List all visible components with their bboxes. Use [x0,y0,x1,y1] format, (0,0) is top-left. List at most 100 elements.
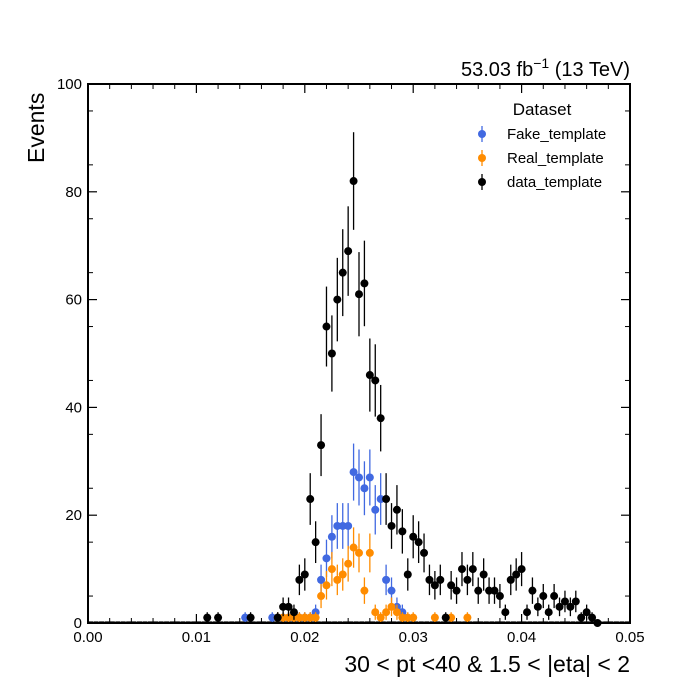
y-axis-title: Events [23,93,49,163]
data-point [555,602,564,611]
data-point [382,575,391,584]
y-tick-label: 20 [65,507,82,524]
data-point [349,543,358,552]
data-point [306,495,315,504]
data-point [463,575,472,584]
data-point [333,575,342,584]
data-point [311,613,320,622]
data-point [349,177,358,186]
y-tick-label: 0 [74,615,82,632]
legend-label: data_template [507,174,602,191]
data-point [544,608,553,617]
lumi-label: 53.03 fb−1 (13 TeV) [461,55,630,81]
data-point [284,602,293,611]
data-point [571,597,580,606]
legend-marker [478,154,486,162]
data-point [344,521,353,530]
data-point [387,586,396,595]
data-point [430,581,439,590]
data-point [322,322,331,331]
legend-marker [478,130,486,138]
data-point [311,538,320,547]
data-point [360,586,369,595]
data-point [327,565,336,574]
x-tick-label: 0.05 [615,629,644,646]
data-point [322,581,331,590]
data-point [295,575,304,584]
legend-entry: data_template [478,174,602,191]
data-point [338,570,347,579]
data-point [344,247,353,256]
x-tick-label: 0.01 [182,629,211,646]
legend-entry: Fake_template [478,126,606,143]
data-point [457,565,466,574]
data-point [414,538,423,547]
y-tick-label: 100 [57,76,82,93]
x-tick-label: 0.03 [399,629,428,646]
legend-marker [478,178,486,186]
legend-label: Fake_template [507,126,606,143]
data-point [495,592,504,601]
data-point [203,613,212,622]
data-point [566,602,575,611]
data-point [355,473,363,482]
data-point [327,532,336,541]
y-tick-label: 60 [65,292,82,309]
y-tick-label: 40 [65,399,82,416]
data-point [371,608,380,617]
data-point [463,613,472,622]
data-point [523,608,532,617]
data-point [490,586,499,595]
data-point [501,608,510,617]
data-point [360,279,369,288]
data-point [441,613,450,622]
data-point [214,613,223,622]
data-point [273,613,282,622]
data-point [533,602,542,611]
data-point [425,575,434,584]
data-point [447,581,456,590]
data-point [387,602,396,611]
data-point [409,613,418,622]
data-point [355,290,363,299]
data-point [528,586,537,595]
data-point [409,532,418,541]
data-point [365,371,374,380]
plot-frame [87,83,631,624]
data-point [365,548,374,557]
lumi-exponent: −1 [533,55,549,71]
data-point [517,565,526,574]
legend-title: Dataset [513,100,572,119]
data-point [344,559,353,568]
data-point [376,414,385,423]
data-point [349,468,358,477]
x-tick-label: 0.02 [290,629,319,646]
x-tick-label: 0.04 [507,629,536,646]
data-point [382,495,391,504]
y-tick-label: 80 [65,184,82,201]
legend-entry: Real_template [478,150,604,167]
data-point [452,586,461,595]
data-point [560,597,569,606]
data-point [468,565,477,574]
data-point [317,441,326,450]
data-point [317,575,326,584]
data-point [550,592,559,601]
data-point [376,613,385,622]
legend: Dataset Fake_template Real_template data_t… [478,100,606,191]
x-tick-label: 0.00 [73,629,102,646]
data-point [436,575,445,584]
data-point [398,527,407,536]
data-point [582,608,591,617]
data-point [387,521,396,530]
data-point [355,548,363,557]
x-axis-title: 30 < pt <40 & 1.5 < |eta| < 2 [344,651,630,677]
data-point [392,608,401,617]
x-tick-labels: 0.00 0.01 0.02 0.03 0.04 0.05 [73,629,644,646]
y-tick-labels: 0 20 40 60 80 100 [57,76,82,632]
data-point [246,613,255,622]
data-point [317,592,326,601]
data-point [392,505,401,514]
series-data_template [203,132,602,627]
